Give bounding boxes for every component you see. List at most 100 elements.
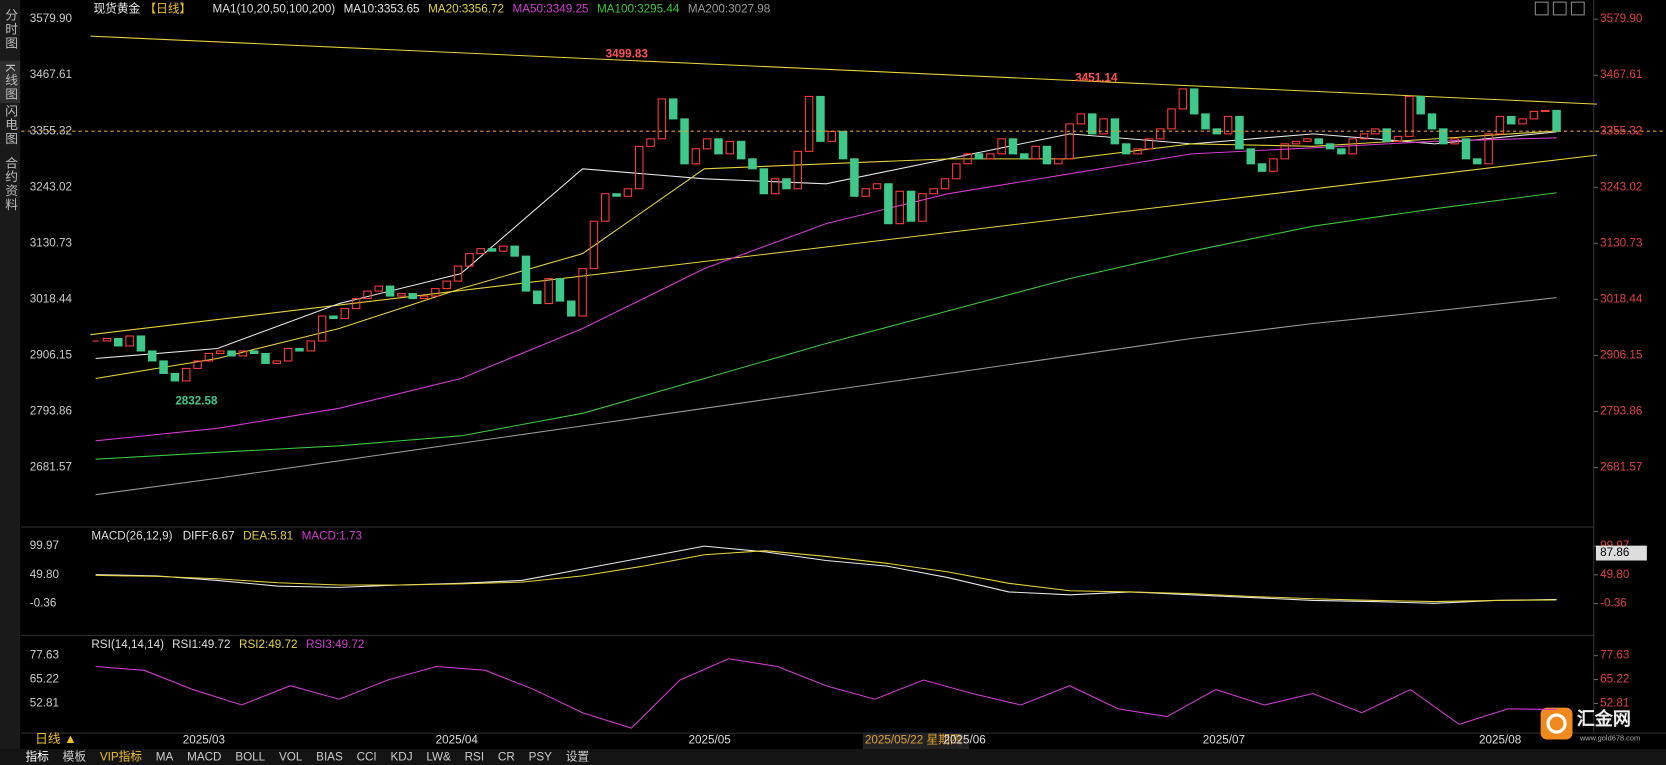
- x-tick-label: 2025/04: [436, 734, 479, 747]
- sidebar-tab[interactable]: K线图: [3, 64, 18, 101]
- candle: [634, 145, 644, 190]
- logo-icon: [1546, 713, 1567, 734]
- panel-title: MACD(26,12,9): [91, 530, 172, 543]
- y-tick-label-left: 2793.86: [30, 404, 72, 417]
- candle: [1178, 88, 1188, 110]
- y-tick-label-left: 2906.15: [30, 348, 72, 361]
- indicator-line: [95, 131, 1557, 360]
- y-tick-label-left: 3467.61: [30, 68, 72, 81]
- tab-bar: [0, 749, 1666, 765]
- y-tick-label-right: 52.81: [1600, 697, 1629, 710]
- indicator-tab[interactable]: KDJ: [391, 751, 413, 764]
- candle: [261, 352, 270, 364]
- indicator-line: [95, 137, 1557, 442]
- candle: [385, 285, 395, 297]
- legend-item: MA1(10,20,50,100,200): [213, 3, 336, 16]
- candle: [986, 153, 995, 160]
- x-tick-label: 2025/08: [1479, 734, 1521, 747]
- indicator-tab[interactable]: LW&: [426, 751, 451, 764]
- indicator-tab[interactable]: RSI: [465, 751, 484, 764]
- trend-line: [90, 154, 1598, 336]
- indicator-tab[interactable]: 模板: [63, 750, 87, 764]
- indicator-tab[interactable]: MA: [156, 751, 174, 764]
- y-tick-label-right: 2681.57: [1600, 461, 1642, 474]
- indicator-line: [95, 658, 1557, 729]
- candle: [872, 183, 882, 190]
- indicator-tab[interactable]: PSY: [529, 751, 553, 764]
- period-label: 【日线】: [145, 2, 192, 16]
- candle: [838, 130, 848, 160]
- y-tick-label-left: 65.22: [30, 673, 59, 686]
- indicator-line: [95, 130, 1557, 379]
- candle: [181, 367, 191, 382]
- legend-item: MA10:3353.65: [344, 3, 420, 16]
- y-tick-label-left: 99.97: [30, 539, 59, 552]
- candle: [1348, 138, 1357, 155]
- indicator-tab[interactable]: CR: [498, 751, 515, 764]
- candle: [544, 278, 553, 305]
- window-icon[interactable]: [1552, 1, 1567, 16]
- logo-name: 汇金网: [1577, 708, 1631, 729]
- candle: [884, 183, 893, 225]
- indicator-tab[interactable]: 指标: [26, 750, 50, 764]
- candle: [578, 268, 587, 317]
- indicator-tab[interactable]: VOL: [279, 751, 303, 764]
- candle: [1507, 115, 1516, 125]
- legend-item: MA200:3027.98: [688, 3, 770, 16]
- candle: [1189, 88, 1199, 115]
- candle: [1359, 133, 1369, 140]
- indicator-tab[interactable]: MACD: [187, 751, 221, 764]
- sidebar-tab[interactable]: 分时图: [3, 9, 18, 50]
- candle: [861, 188, 870, 197]
- indicator-line: [95, 192, 1557, 460]
- candle: [159, 360, 168, 374]
- indicator-line: [95, 545, 1557, 604]
- candle: [114, 337, 123, 347]
- y-tick-label-left: 3579.90: [30, 12, 73, 25]
- x-tick-label: 2025/03: [183, 734, 225, 747]
- candle: [1529, 110, 1539, 120]
- value-marker-label: 87.86: [1600, 546, 1629, 559]
- candle: [453, 265, 463, 282]
- indicator-tab[interactable]: 设置: [566, 751, 590, 764]
- candle: [238, 350, 248, 357]
- candle: [1325, 143, 1335, 150]
- sidebar-tab[interactable]: 合约资料: [3, 156, 18, 211]
- candle: [759, 168, 769, 195]
- price-annotation: 3499.83: [606, 47, 649, 60]
- y-tick-label-right: 49.80: [1600, 568, 1630, 581]
- candle: [1371, 128, 1380, 135]
- indicator-tab[interactable]: BIAS: [316, 751, 343, 764]
- candle: [1337, 148, 1346, 155]
- candle: [1144, 138, 1154, 150]
- y-tick-label-right: 3018.44: [1600, 292, 1643, 305]
- logo-icon: [1540, 707, 1573, 740]
- y-tick-label-right: 65.22: [1600, 673, 1629, 686]
- sidebar: [0, 0, 21, 750]
- candle: [646, 138, 655, 147]
- candle: [329, 315, 338, 320]
- candle: [1439, 128, 1448, 145]
- candle: [499, 245, 508, 252]
- candle: [1495, 115, 1505, 135]
- candle: [952, 163, 961, 180]
- candle: [918, 193, 927, 222]
- sidebar-tab[interactable]: 闪电图: [3, 104, 18, 145]
- period-tab[interactable]: 日线 ▲: [35, 731, 77, 746]
- window-icon[interactable]: [1534, 1, 1549, 16]
- candle: [510, 245, 519, 257]
- candle: [1155, 128, 1165, 140]
- candle: [1405, 95, 1414, 137]
- indicator-tab[interactable]: VIP指标: [100, 750, 142, 764]
- candle: [793, 150, 803, 190]
- price-annotation: 3451.14: [1075, 72, 1118, 85]
- indicator-tab[interactable]: BOLL: [235, 751, 265, 764]
- candle: [816, 95, 825, 142]
- y-tick-label-right: 77.63: [1600, 649, 1629, 662]
- indicator-tab[interactable]: CCI: [357, 751, 377, 764]
- window-icon[interactable]: [1570, 1, 1585, 16]
- y-tick-label-right: 3579.90: [1600, 12, 1643, 25]
- legend-item: MA20:3356.72: [428, 3, 504, 16]
- candle: [1087, 113, 1097, 135]
